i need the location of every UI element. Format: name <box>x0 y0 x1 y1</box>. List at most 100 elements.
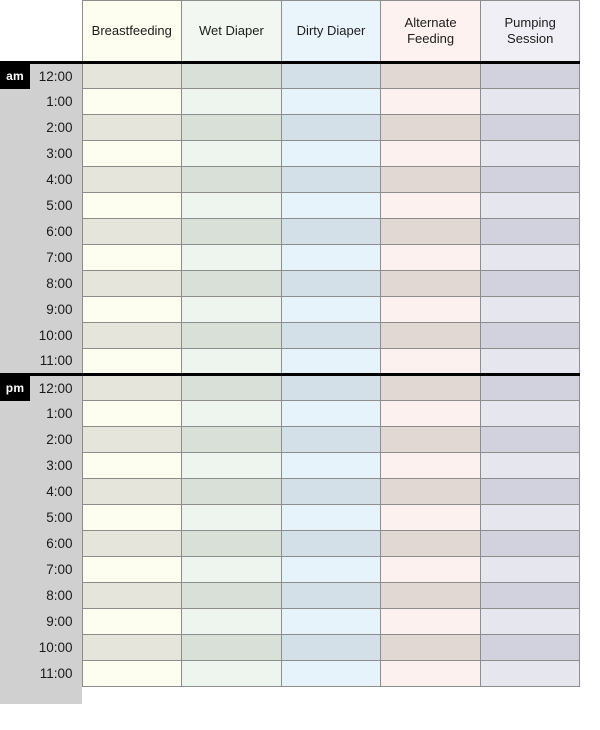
log-cell-dirtydiaper[interactable] <box>280 348 382 375</box>
log-cell-pumping[interactable] <box>479 166 581 193</box>
log-cell-pumping[interactable] <box>479 634 581 661</box>
log-cell-pumping[interactable] <box>479 400 581 427</box>
log-cell-breastfeeding[interactable] <box>81 140 183 167</box>
log-cell-breastfeeding[interactable] <box>81 426 183 453</box>
log-cell-pumping[interactable] <box>479 478 581 505</box>
log-cell-pumping[interactable] <box>479 373 581 401</box>
log-cell-pumping[interactable] <box>479 270 581 297</box>
log-cell-breastfeeding[interactable] <box>81 296 183 323</box>
log-cell-pumping[interactable] <box>479 660 581 687</box>
log-cell-altfeeding[interactable] <box>380 426 481 453</box>
log-cell-pumping[interactable] <box>479 218 581 245</box>
log-cell-pumping[interactable] <box>479 88 581 115</box>
log-cell-dirtydiaper[interactable] <box>280 452 382 479</box>
log-cell-breastfeeding[interactable] <box>81 478 183 505</box>
log-cell-dirtydiaper[interactable] <box>280 140 382 167</box>
log-cell-wetdiaper[interactable] <box>181 270 282 297</box>
log-cell-wetdiaper[interactable] <box>181 348 282 375</box>
log-cell-wetdiaper[interactable] <box>181 322 282 349</box>
log-cell-dirtydiaper[interactable] <box>280 504 382 531</box>
log-cell-wetdiaper[interactable] <box>181 192 282 219</box>
log-cell-altfeeding[interactable] <box>380 348 481 375</box>
log-cell-breastfeeding[interactable] <box>81 373 183 401</box>
log-cell-dirtydiaper[interactable] <box>280 218 382 245</box>
log-cell-pumping[interactable] <box>479 556 581 583</box>
log-cell-wetdiaper[interactable] <box>181 530 282 557</box>
log-cell-altfeeding[interactable] <box>380 400 481 427</box>
log-cell-wetdiaper[interactable] <box>181 452 282 479</box>
log-cell-wetdiaper[interactable] <box>181 608 282 635</box>
log-cell-altfeeding[interactable] <box>380 244 481 271</box>
log-cell-dirtydiaper[interactable] <box>280 582 382 609</box>
log-cell-breastfeeding[interactable] <box>81 400 183 427</box>
log-cell-dirtydiaper[interactable] <box>280 400 382 427</box>
log-cell-wetdiaper[interactable] <box>181 218 282 245</box>
log-cell-altfeeding[interactable] <box>380 373 481 401</box>
log-cell-breastfeeding[interactable] <box>81 608 183 635</box>
log-cell-altfeeding[interactable] <box>380 634 481 661</box>
log-cell-altfeeding[interactable] <box>380 140 481 167</box>
log-cell-altfeeding[interactable] <box>380 88 481 115</box>
log-cell-wetdiaper[interactable] <box>181 478 282 505</box>
log-cell-wetdiaper[interactable] <box>181 400 282 427</box>
log-cell-dirtydiaper[interactable] <box>280 296 382 323</box>
log-cell-dirtydiaper[interactable] <box>280 270 382 297</box>
log-cell-wetdiaper[interactable] <box>181 88 282 115</box>
log-cell-wetdiaper[interactable] <box>181 296 282 323</box>
log-cell-wetdiaper[interactable] <box>181 244 282 271</box>
log-cell-altfeeding[interactable] <box>380 556 481 583</box>
log-cell-breastfeeding[interactable] <box>81 660 183 687</box>
log-cell-pumping[interactable] <box>479 140 581 167</box>
log-cell-altfeeding[interactable] <box>380 322 481 349</box>
log-cell-altfeeding[interactable] <box>380 166 481 193</box>
log-cell-pumping[interactable] <box>479 530 581 557</box>
log-cell-altfeeding[interactable] <box>380 296 481 323</box>
log-cell-altfeeding[interactable] <box>380 270 481 297</box>
log-cell-dirtydiaper[interactable] <box>280 114 382 141</box>
log-cell-breastfeeding[interactable] <box>81 192 183 219</box>
log-cell-wetdiaper[interactable] <box>181 504 282 531</box>
log-cell-pumping[interactable] <box>479 504 581 531</box>
log-cell-breastfeeding[interactable] <box>81 270 183 297</box>
log-cell-altfeeding[interactable] <box>380 452 481 479</box>
log-cell-altfeeding[interactable] <box>380 114 481 141</box>
log-cell-dirtydiaper[interactable] <box>280 373 382 401</box>
log-cell-breastfeeding[interactable] <box>81 530 183 557</box>
log-cell-breastfeeding[interactable] <box>81 452 183 479</box>
log-cell-dirtydiaper[interactable] <box>280 322 382 349</box>
log-cell-breastfeeding[interactable] <box>81 166 183 193</box>
log-cell-pumping[interactable] <box>479 608 581 635</box>
log-cell-wetdiaper[interactable] <box>181 114 282 141</box>
log-cell-pumping[interactable] <box>479 452 581 479</box>
log-cell-dirtydiaper[interactable] <box>280 61 382 89</box>
log-cell-dirtydiaper[interactable] <box>280 166 382 193</box>
log-cell-breastfeeding[interactable] <box>81 556 183 583</box>
log-cell-pumping[interactable] <box>479 114 581 141</box>
log-cell-altfeeding[interactable] <box>380 478 481 505</box>
log-cell-wetdiaper[interactable] <box>181 166 282 193</box>
log-cell-dirtydiaper[interactable] <box>280 88 382 115</box>
log-cell-wetdiaper[interactable] <box>181 426 282 453</box>
log-cell-dirtydiaper[interactable] <box>280 426 382 453</box>
log-cell-breastfeeding[interactable] <box>81 61 183 89</box>
log-cell-dirtydiaper[interactable] <box>280 192 382 219</box>
log-cell-wetdiaper[interactable] <box>181 140 282 167</box>
log-cell-pumping[interactable] <box>479 322 581 349</box>
log-cell-pumping[interactable] <box>479 192 581 219</box>
log-cell-altfeeding[interactable] <box>380 660 481 687</box>
log-cell-wetdiaper[interactable] <box>181 373 282 401</box>
log-cell-altfeeding[interactable] <box>380 608 481 635</box>
log-cell-dirtydiaper[interactable] <box>280 608 382 635</box>
log-cell-wetdiaper[interactable] <box>181 660 282 687</box>
log-cell-dirtydiaper[interactable] <box>280 530 382 557</box>
log-cell-wetdiaper[interactable] <box>181 556 282 583</box>
log-cell-dirtydiaper[interactable] <box>280 660 382 687</box>
log-cell-breastfeeding[interactable] <box>81 348 183 375</box>
log-cell-breastfeeding[interactable] <box>81 582 183 609</box>
log-cell-altfeeding[interactable] <box>380 192 481 219</box>
log-cell-altfeeding[interactable] <box>380 504 481 531</box>
log-cell-altfeeding[interactable] <box>380 61 481 89</box>
log-cell-pumping[interactable] <box>479 61 581 89</box>
log-cell-pumping[interactable] <box>479 348 581 375</box>
log-cell-breastfeeding[interactable] <box>81 88 183 115</box>
